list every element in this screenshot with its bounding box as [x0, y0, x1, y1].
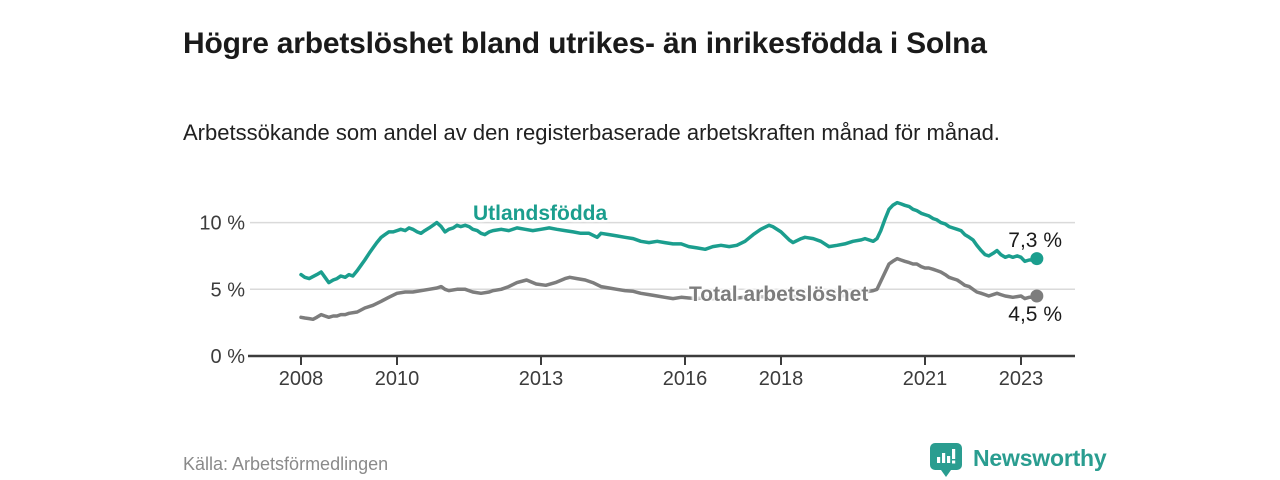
series-end-dot-Total arbetslöshet	[1030, 289, 1044, 303]
newsworthy-wordmark: Newsworthy	[973, 444, 1107, 471]
series-end-dot-Utlandsfödda	[1030, 252, 1044, 266]
x-tick-label-2021: 2021	[903, 368, 948, 390]
series-line-Utlandsfödda	[299, 200, 1039, 285]
x-tick-label-2016: 2016	[663, 368, 708, 390]
y-tick-label-5: 5 %	[211, 279, 246, 301]
x-tick-label-2018: 2018	[759, 368, 804, 390]
end-value-label-total: 4,5 %	[1008, 303, 1062, 326]
newsworthy-brand: Newsworthy	[928, 441, 1107, 479]
bar-chart-speech-bubble-icon	[930, 443, 962, 477]
page-subtitle: Arbetssökande som andel av den registerb…	[183, 120, 1000, 145]
x-tick-label-2008: 2008	[279, 368, 324, 390]
source-credit: Källa: Arbetsförmedlingen	[183, 454, 389, 474]
x-tick-label-2023: 2023	[999, 368, 1044, 390]
x-tick-label-2013: 2013	[519, 368, 564, 390]
page-title: Högre arbetslöshet bland utrikes- än inr…	[183, 27, 987, 61]
series-label-total-arbetsloshet: Total arbetslöshet	[689, 283, 869, 306]
y-tick-label-0: 0 %	[211, 346, 246, 368]
series-label-utlandsfodda: Utlandsfödda	[473, 202, 608, 225]
series-line-Total arbetslöshet	[299, 256, 1039, 322]
y-tick-label-10: 10 %	[199, 213, 245, 235]
end-value-label-utlandsfodda: 7,3 %	[1008, 229, 1062, 252]
x-tick-label-2010: 2010	[375, 368, 420, 390]
